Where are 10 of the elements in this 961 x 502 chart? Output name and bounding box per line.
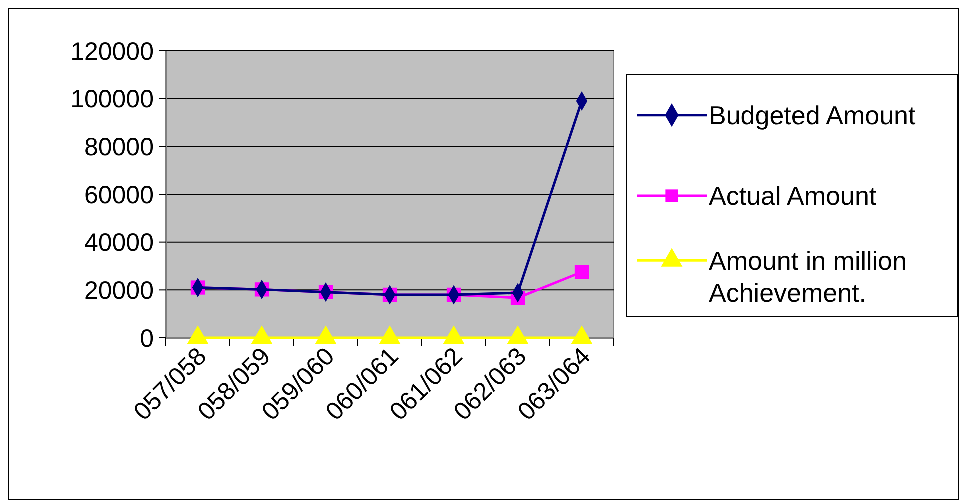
y-tick-label: 120000 <box>70 38 154 66</box>
legend-label: Actual Amount <box>709 181 878 212</box>
y-tick-label: 80000 <box>84 133 154 162</box>
y-tick-label: 40000 <box>84 229 154 258</box>
y-tick-label: 100000 <box>70 86 154 114</box>
y-tick-label: 60000 <box>84 181 154 210</box>
legend-label: Amount in million Achievement. <box>709 246 907 308</box>
y-tick-label: 20000 <box>84 276 154 305</box>
legend-label: Budgeted Amount <box>709 100 916 130</box>
y-tick-label: 0 <box>140 324 154 353</box>
